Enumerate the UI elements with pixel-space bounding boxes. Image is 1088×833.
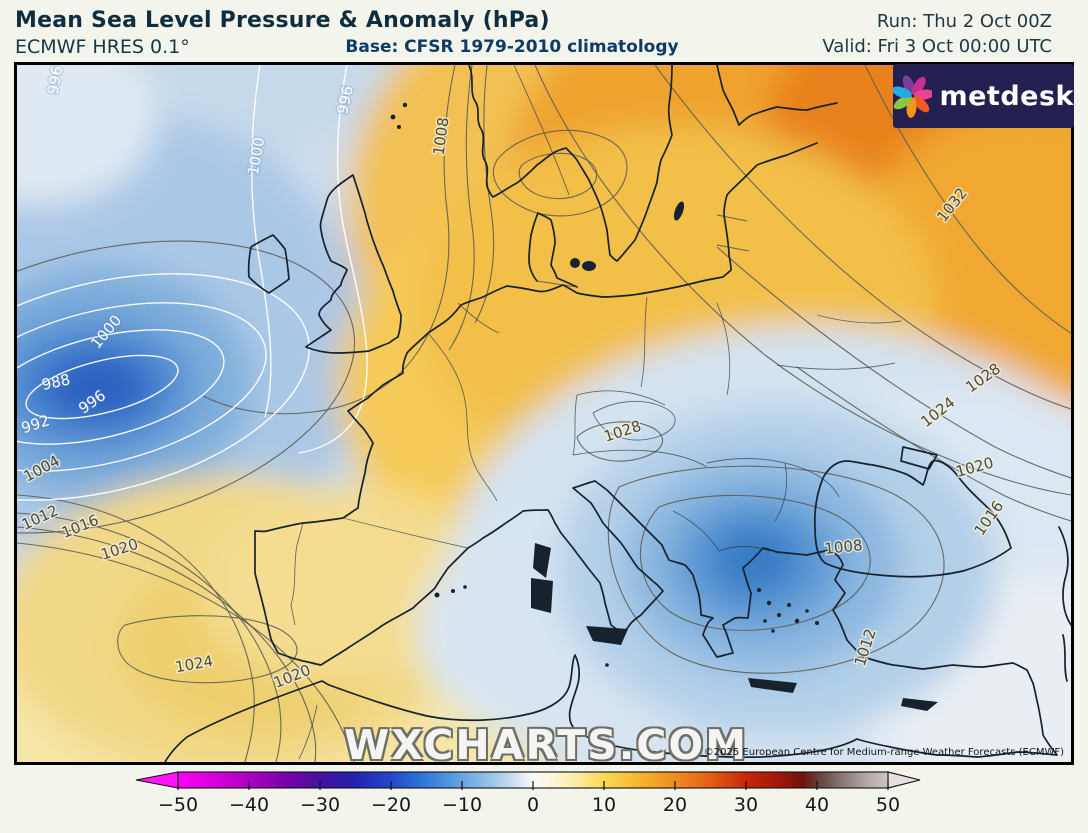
anomaly-colorbar: −50 −40 −30 −20 −10 0 10 20 30 40 50 — [135, 771, 921, 816]
model-label: ECMWF HRES 0.1° — [15, 36, 190, 58]
map-canvas: 9969961000100098899699210041008101210161… — [17, 65, 1071, 762]
run-time-label: Run: Thu 2 Oct 00Z — [876, 11, 1052, 32]
colorbar-left-arrow — [135, 771, 179, 789]
colorbar-ticks — [177, 781, 889, 790]
isobar-lines-dark — [17, 65, 1071, 762]
metdesk-flower-icon — [893, 75, 933, 118]
svg-text:−10: −10 — [442, 794, 482, 816]
copyright-text: ©2025 European Centre for Medium-range W… — [703, 747, 1064, 758]
svg-text:−50: −50 — [158, 794, 198, 816]
svg-text:50: 50 — [876, 794, 900, 816]
valid-time-label: Valid: Fri 3 Oct 00:00 UTC — [822, 36, 1052, 57]
svg-text:20: 20 — [663, 794, 687, 816]
isobar-lines-light — [17, 65, 368, 501]
colorbar-right-arrow — [887, 771, 921, 789]
anomaly-shading — [17, 65, 1071, 762]
svg-text:−20: −20 — [371, 794, 411, 816]
svg-text:40: 40 — [805, 794, 829, 816]
metdesk-logo-text: metdesk — [939, 80, 1074, 112]
svg-text:0: 0 — [527, 794, 539, 816]
svg-text:10: 10 — [592, 794, 616, 816]
svg-text:30: 30 — [734, 794, 758, 816]
metdesk-logo: metdesk — [893, 64, 1074, 128]
climatology-base-label: Base: CFSR 1979-2010 climatology — [345, 37, 679, 57]
colorbar-tick-labels: −50 −40 −30 −20 −10 0 10 20 30 40 50 — [158, 794, 900, 816]
wxcharts-watermark: WXCHARTS.COM — [343, 721, 749, 769]
country-borders — [290, 65, 902, 760]
svg-text:−40: −40 — [229, 794, 269, 816]
page-title: Mean Sea Level Pressure & Anomaly (hPa) — [15, 8, 550, 33]
svg-text:−30: −30 — [300, 794, 340, 816]
pressure-anomaly-map: 996 996 1000 1000 988 996 992 1004 1008 1012 1016 1… — [14, 62, 1074, 765]
